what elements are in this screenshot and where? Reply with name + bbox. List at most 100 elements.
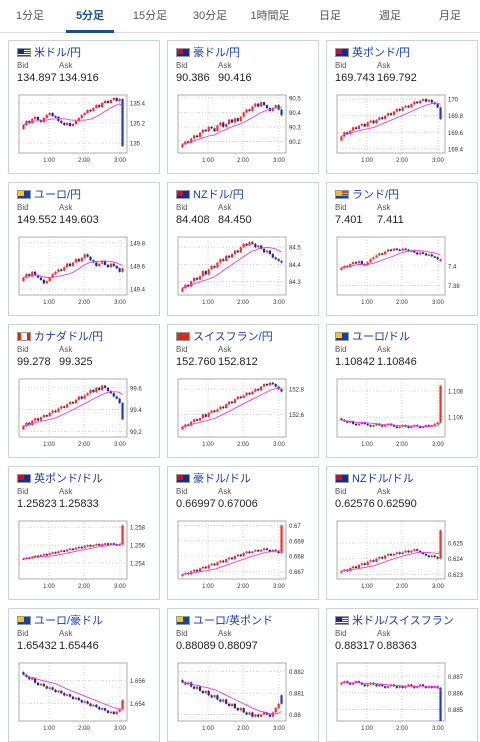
moving-average-line <box>23 103 123 126</box>
candle <box>66 263 69 268</box>
bid-label: Bid <box>176 487 188 496</box>
pair-name-link[interactable]: ユーロ/英ポンド <box>193 615 274 627</box>
candle <box>254 103 257 107</box>
flag-icon <box>17 331 31 341</box>
y-tick-label: 135 <box>130 142 141 148</box>
rate-card[interactable]: カナダドル/円 Bid Ask 99.278 99.325 99.6 99.4 99… <box>8 324 160 458</box>
tab-3[interactable]: 30分足 <box>192 10 228 22</box>
card-header: ユーロ/円 <box>9 187 81 201</box>
candle <box>401 686 404 688</box>
rate-card[interactable]: 英ポンド/ドル Bid Ask 1.25823 1.25833 1.258 1.2… <box>8 466 160 600</box>
candle <box>392 425 396 427</box>
flag-icon <box>335 473 349 483</box>
pair-name-link[interactable]: 豪ドル/ドル <box>193 473 252 485</box>
tab-1[interactable]: 5分足 <box>60 0 120 33</box>
candle <box>239 554 242 557</box>
pair-name-link[interactable]: 豪ドル/円 <box>193 47 241 59</box>
rate-card[interactable]: 米ドル/円 Bid Ask 134.897 134.916 135.4 135.2… <box>8 40 160 174</box>
moving-average-line <box>341 551 441 572</box>
candle <box>251 391 254 395</box>
candle <box>193 135 196 139</box>
pair-name-link[interactable]: ユーロ/ドル <box>352 331 411 343</box>
candle <box>83 545 86 548</box>
tab-6[interactable]: 週足 <box>379 10 401 22</box>
pair-name-link[interactable]: ランド/円 <box>352 189 400 201</box>
rate-card[interactable]: スイスフラン/円 Bid Ask 152.760 152.812 152.8 15… <box>167 324 319 458</box>
candle <box>121 700 124 710</box>
candle <box>245 392 248 396</box>
tab-7[interactable]: 月足 <box>439 10 461 22</box>
candle <box>381 117 384 120</box>
pair-name-link[interactable]: カナダドル/円 <box>34 331 104 343</box>
candle <box>77 118 80 121</box>
rate-card[interactable]: ユーロ/円 Bid Ask 149.552 149.603 149.8 149.6… <box>8 182 160 316</box>
candle <box>219 699 222 702</box>
candle <box>193 277 196 282</box>
rate-card[interactable]: 米ドル/スイスフラン Bid Ask 0.88317 0.88363 0.887… <box>326 608 478 742</box>
rate-card[interactable]: 豪ドル/ドル Bid Ask 0.66997 0.67006 0.67 0.669… <box>167 466 319 600</box>
rate-card[interactable]: 英ポンド/円 Bid Ask 169.743 169.792 170 169.8 1… <box>326 40 478 174</box>
candle <box>404 686 407 688</box>
candle <box>233 399 237 403</box>
pair-name-link[interactable]: NZドル/円 <box>193 189 244 201</box>
candle <box>31 678 34 680</box>
candle <box>230 703 234 706</box>
candle <box>257 103 260 107</box>
tab-0[interactable]: 1分足 <box>15 10 45 22</box>
pair-name-link[interactable]: 英ポンド/ドル <box>34 473 104 485</box>
candle <box>389 249 393 252</box>
candle <box>230 557 234 560</box>
rate-card[interactable]: ユーロ/ドル Bid Ask 1.10842 1.10846 1.108 1.10… <box>326 324 478 458</box>
ask-label: Ask <box>377 61 391 70</box>
bid-value: 99.278 <box>17 356 51 368</box>
tab-4[interactable]: 1時間足 <box>250 10 290 22</box>
rate-card[interactable]: 豪ドル/円 Bid Ask 90.386 90.416 90.5 90.4 90.3… <box>167 40 319 174</box>
candle <box>121 268 124 272</box>
pair-name-link[interactable]: 米ドル/円 <box>34 47 82 59</box>
candle <box>201 690 204 694</box>
pair-name-link[interactable]: NZドル/ドル <box>352 473 414 485</box>
mini-chart: 135.4 135.2 135 1:00 2:00 3:00 <box>18 94 146 164</box>
candle <box>57 551 60 554</box>
pair-name-link[interactable]: 米ドル/スイスフラン <box>352 615 454 627</box>
candle <box>372 560 375 562</box>
candle <box>181 426 184 430</box>
tab-2[interactable]: 15分足 <box>132 10 168 22</box>
candle <box>375 255 378 258</box>
candle <box>89 545 92 547</box>
tab-5[interactable]: 日足 <box>319 10 341 22</box>
pair-name-link[interactable]: 英ポンド/円 <box>352 47 411 59</box>
rate-card[interactable]: ユーロ/英ポンド Bid Ask 0.88089 0.88097 0.882 0.… <box>167 608 319 742</box>
card-header: カナダドル/円 <box>9 329 103 343</box>
rate-card[interactable]: NZドル/円 Bid Ask 84.408 84.450 84.5 84.4 84.… <box>167 182 319 316</box>
card-header: NZドル/ドル <box>327 471 414 485</box>
candle <box>106 101 110 103</box>
x-tick-label: 1:00 <box>202 158 214 164</box>
candle <box>419 100 422 104</box>
candle <box>340 571 343 573</box>
candle <box>340 682 343 685</box>
candle <box>265 712 269 715</box>
candle <box>248 712 251 715</box>
pair-name-link[interactable]: ユーロ/円 <box>34 189 82 201</box>
candle <box>28 121 31 123</box>
candle <box>198 686 202 691</box>
pair-name-link[interactable]: スイスフラン/円 <box>193 331 273 343</box>
candle <box>433 423 436 426</box>
candle <box>195 419 199 421</box>
candle <box>80 700 83 703</box>
candle <box>89 256 92 261</box>
candle <box>68 548 72 551</box>
bid-label: Bid <box>176 345 188 354</box>
candle <box>271 254 274 258</box>
candle <box>222 699 225 702</box>
candle <box>48 412 51 417</box>
rate-card[interactable]: NZドル/ドル Bid Ask 0.62576 0.62590 0.625 0.6… <box>326 466 478 600</box>
candle <box>248 109 251 111</box>
rate-card[interactable]: ユーロ/豪ドル Bid Ask 1.65432 1.65446 1.656 1.6… <box>8 608 160 742</box>
mini-chart: 1.656 1.654 1:00 2:00 3:00 <box>18 662 146 732</box>
flag-icon <box>176 189 190 199</box>
rate-card[interactable]: ランド/円 Bid Ask 7.401 7.411 7.4 7.38 1:00 2:0… <box>326 182 478 316</box>
pair-name-link[interactable]: ユーロ/豪ドル <box>34 615 104 627</box>
x-tick-label: 1:00 <box>361 158 373 164</box>
